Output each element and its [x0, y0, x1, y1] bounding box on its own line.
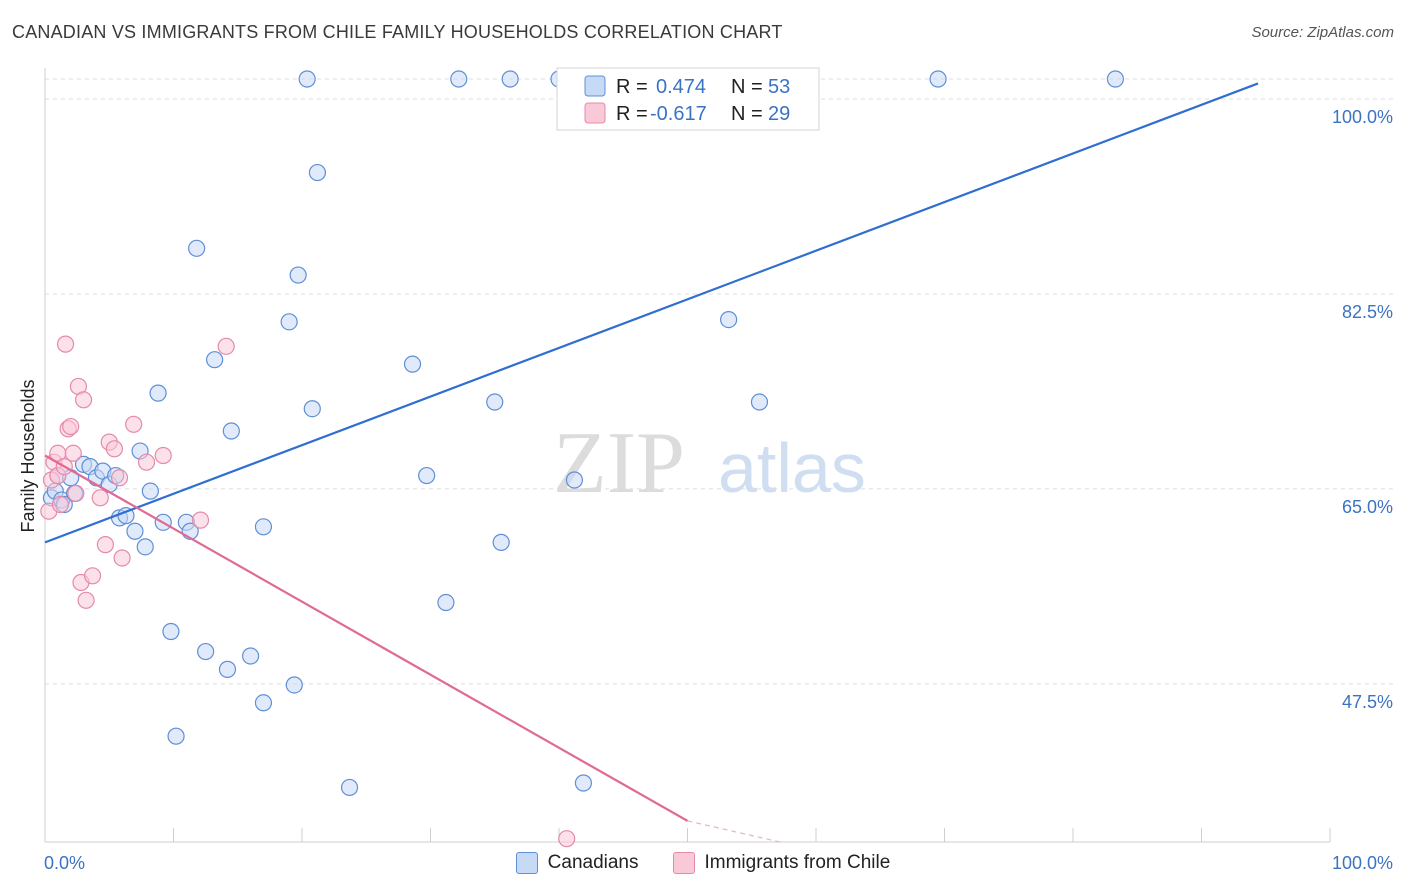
canadians-point-33	[280, 313, 298, 331]
canadians-point-21	[162, 622, 180, 641]
chile-point-26	[191, 511, 210, 529]
bottom-legend-label-canadians: Canadians	[547, 852, 639, 873]
chile-point-22	[113, 549, 131, 567]
x-tick-label-0: 0.0%	[44, 853, 85, 873]
chile-trend-line	[44, 454, 689, 822]
canadians-point-17	[136, 538, 154, 556]
canadians-point-22	[167, 727, 185, 745]
legend-r-value-1: 0.474	[656, 76, 706, 98]
chile-points	[40, 335, 576, 848]
legend-r-value-2: -0.617	[650, 103, 707, 125]
chile-point-5	[51, 495, 70, 514]
canadians-point-52	[929, 70, 947, 88]
chile-point-10	[64, 444, 82, 462]
legend-r-label-1: R =	[616, 76, 648, 98]
chile-point-21	[110, 469, 129, 487]
chile-point-18	[96, 536, 114, 554]
chile-point-11	[67, 484, 85, 502]
watermark-zip: ZIP	[553, 415, 685, 512]
canadians-point-30	[242, 647, 260, 665]
canadians-point-27	[206, 351, 224, 369]
canadians-point-26	[197, 642, 215, 661]
canadians-point-35	[289, 266, 307, 284]
legend-swatch-chile	[584, 102, 606, 124]
canadians-point-32	[254, 518, 273, 536]
canadians-point-19	[149, 384, 167, 402]
canadians-trend-line	[44, 82, 1259, 544]
canadians-point-45	[492, 533, 510, 551]
chile-point-7	[56, 335, 75, 353]
chile-point-9	[62, 417, 80, 436]
canadians-point-43	[450, 70, 468, 88]
source-label: Source: ZipAtlas.com	[1251, 24, 1394, 41]
stats-legend: R = 0.474 N = 53 R = -0.617 N = 29	[556, 67, 820, 131]
canadians-point-25	[188, 239, 206, 257]
canadians-points	[42, 70, 1125, 797]
y-tick-label-2: 82.5%	[1342, 302, 1393, 322]
canadians-point-50	[720, 311, 738, 329]
canadians-point-44	[486, 393, 504, 411]
bottom-legend: Canadians Immigrants from Chile	[0, 852, 1406, 874]
canadians-point-29	[222, 422, 240, 440]
legend-swatch-canadians	[584, 75, 606, 97]
grid-lines	[45, 78, 1395, 685]
chile-point-24	[137, 453, 156, 471]
chile-point-28	[558, 830, 576, 848]
legend-n-value-1: 53	[768, 76, 790, 98]
legend-n-label-1: N =	[731, 76, 763, 98]
canadians-point-28	[218, 660, 237, 678]
bottom-legend-chile: Immigrants from Chile	[672, 852, 891, 874]
bottom-legend-label-chile: Immigrants from Chile	[704, 852, 891, 873]
canadians-point-42	[437, 593, 455, 612]
chile-point-23	[125, 415, 143, 433]
chile-trend-extension	[687, 820, 781, 843]
y-tick-label-1: 65.0%	[1342, 497, 1393, 517]
x-tick-label-1: 100.0%	[1332, 853, 1393, 873]
canadians-point-53	[1106, 70, 1125, 88]
canadians-point-49	[574, 774, 593, 792]
canadians-point-18	[141, 482, 159, 500]
watermark-atlas: atlas	[718, 429, 866, 507]
canadians-point-38	[308, 163, 327, 182]
y-axis-label: Family Households	[18, 379, 38, 532]
bottom-legend-canadians: Canadians	[515, 852, 639, 874]
canadians-point-41	[418, 466, 436, 485]
swatch-chile	[672, 852, 695, 874]
y-tick-labels: 47.5% 65.0% 82.5% 100.0%	[1332, 107, 1393, 712]
chile-point-27	[217, 337, 235, 355]
chile-point-20	[105, 440, 123, 458]
trend-lines	[44, 82, 1259, 843]
canadians-point-15	[126, 522, 144, 540]
watermark: ZIP atlas	[553, 415, 866, 512]
canadians-point-36	[298, 70, 316, 88]
y-tick-label-3: 100.0%	[1332, 107, 1393, 127]
swatch-canadians	[515, 852, 538, 874]
chile-point-17	[91, 489, 109, 507]
chile-point-25	[154, 446, 172, 465]
legend-n-value-2: 29	[768, 103, 790, 125]
chile-point-16	[83, 567, 102, 585]
canadians-point-40	[403, 355, 422, 373]
axes	[44, 68, 1331, 843]
canadians-point-48	[565, 471, 584, 489]
chile-point-14	[74, 391, 93, 409]
legend-r-label-2: R =	[616, 103, 648, 125]
canadians-point-46	[501, 70, 519, 88]
canadians-point-37	[303, 400, 321, 418]
x-tick-labels: 0.0% 100.0%	[44, 853, 1393, 873]
legend-n-label-2: N =	[731, 103, 763, 125]
canadians-point-31	[254, 694, 273, 712]
canadians-point-34	[285, 676, 303, 694]
chile-point-15	[77, 591, 95, 609]
y-tick-label-0: 47.5%	[1342, 692, 1393, 712]
canadians-point-39	[340, 778, 359, 797]
chart-title: CANADIAN VS IMMIGRANTS FROM CHILE FAMILY…	[12, 22, 783, 42]
canadians-point-51	[750, 393, 769, 411]
